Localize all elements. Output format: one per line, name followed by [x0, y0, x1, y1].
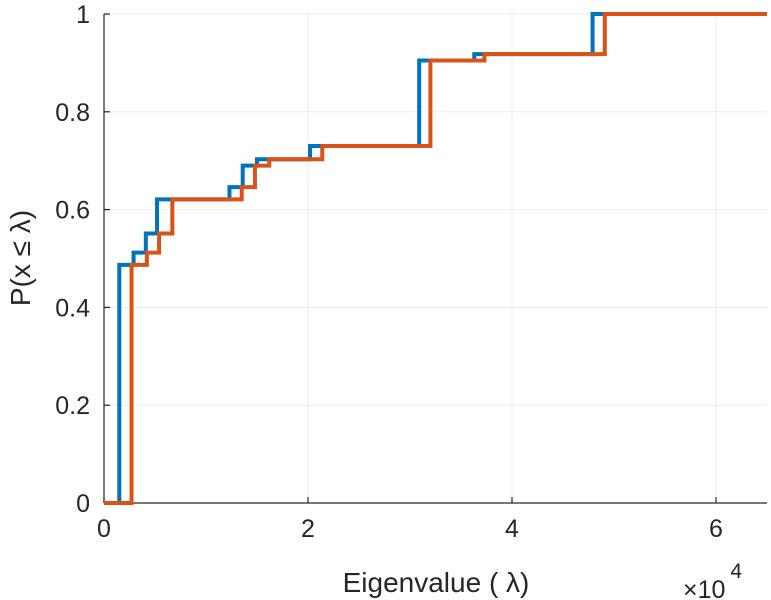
- axes: [103, 13, 767, 504]
- series-2-line: [104, 12, 767, 505]
- tick-labels: 0 2 4 6 0 0.2 0.4 0.6 0.8 1: [55, 1, 723, 543]
- y-tick-label: 0.8: [55, 99, 90, 127]
- grid-lines: [104, 13, 767, 503]
- x-tick-label: 6: [709, 515, 723, 543]
- y-axis-label: P(x ≤ λ): [5, 210, 36, 306]
- x-axis-label: Eigenvalue ( λ): [343, 567, 530, 598]
- x-exponent-label: ×104: [683, 560, 742, 600]
- y-tick-label: 0.2: [55, 392, 90, 420]
- x-exponent-power: 4: [730, 560, 742, 583]
- svg-text:×104: ×104: [683, 560, 742, 600]
- series-1-line: [104, 12, 767, 505]
- x-tick-label: 0: [97, 515, 111, 543]
- x-tick-label: 2: [301, 515, 315, 543]
- x-tick-label: 4: [505, 515, 519, 543]
- y-tick-label: 0.6: [55, 197, 90, 225]
- y-tick-label: 1: [76, 1, 90, 29]
- y-tick-label: 0.4: [55, 294, 90, 322]
- series-group: [104, 12, 767, 505]
- y-tick-label: 0: [76, 490, 90, 518]
- x-exponent-times: ×10: [683, 576, 725, 600]
